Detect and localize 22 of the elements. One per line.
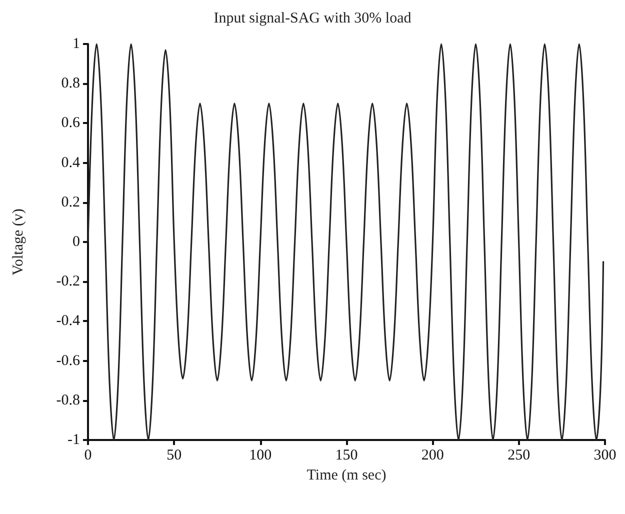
y-tick-label: -1 bbox=[68, 432, 80, 448]
x-axis-title: Time (m sec) bbox=[306, 468, 386, 484]
y-tick-label: 0.2 bbox=[61, 194, 80, 210]
line-series bbox=[87, 43, 604, 441]
y-tick-label: -0.4 bbox=[56, 313, 80, 330]
x-tick-label: 0 bbox=[84, 448, 92, 464]
x-tick-label: 50 bbox=[166, 448, 182, 464]
x-tick-label: 200 bbox=[421, 448, 444, 464]
y-tick-label: -0.2 bbox=[56, 274, 80, 290]
y-tick-label: -0.6 bbox=[56, 352, 80, 369]
x-tick-label: 150 bbox=[335, 448, 358, 464]
x-tick-label: 300 bbox=[594, 448, 616, 464]
y-tick-label: 0.4 bbox=[61, 154, 80, 171]
y-tick-label: 0 bbox=[72, 234, 80, 250]
y-tick-label: 0.6 bbox=[61, 115, 80, 132]
y-tick-label: 1 bbox=[72, 36, 80, 52]
x-tick-label: 100 bbox=[249, 448, 272, 464]
x-tick-label: 250 bbox=[508, 448, 530, 464]
y-tick-label: 0.8 bbox=[61, 76, 80, 92]
y-axis-title: Voltage (v) bbox=[10, 208, 26, 276]
y-tick-label: -0.8 bbox=[56, 392, 80, 408]
chart-title: Input signal-SAG with 30% load bbox=[214, 10, 412, 26]
